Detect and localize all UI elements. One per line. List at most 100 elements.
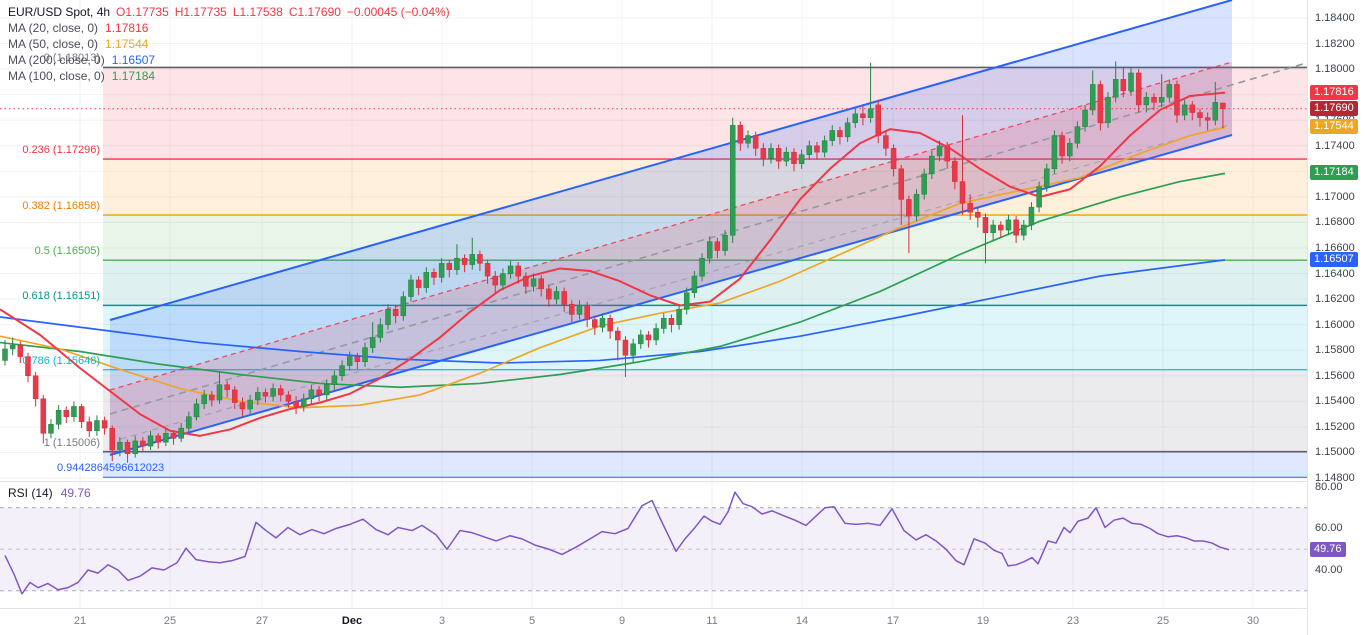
channel-median-dashed[interactable] (109, 63, 1304, 415)
candle-body (71, 406, 77, 417)
time-axis-label[interactable]: 9 (618, 615, 626, 627)
rsi-legend-row[interactable]: RSI (14) 49.76 (8, 486, 91, 500)
candle-body (446, 263, 453, 270)
candle-body (415, 279, 422, 288)
fib-level-label[interactable]: 0.786 (1.15648) (22, 354, 100, 367)
fib-level-label[interactable]: 0.382 (1.16858) (22, 200, 100, 213)
price-axis-label[interactable]: 1.15600 (1315, 369, 1355, 382)
candle-body (837, 130, 843, 138)
price-axis-label[interactable]: 1.14800 (1315, 472, 1355, 484)
channel-fill (110, 0, 1232, 455)
candle-body (883, 135, 889, 149)
rsi-line[interactable] (4, 491, 1230, 595)
time-axis-label[interactable]: Dec (341, 615, 363, 627)
time-axis-label[interactable]: 14 (795, 615, 809, 627)
price-axis-label[interactable]: 1.16400 (1315, 267, 1355, 280)
red-channel-dashed-line[interactable] (109, 61, 1233, 391)
price-axis-label[interactable]: 1.15400 (1315, 395, 1355, 408)
channel-upper-line[interactable] (109, 0, 1233, 321)
time-axis-label[interactable]: 11 (706, 615, 718, 627)
candle-body (852, 113, 859, 124)
ma50-legend-row[interactable]: MA (50, close, 0) 1.17544 (8, 36, 456, 52)
fib-level-label[interactable]: 0.618 (1.16151) (22, 290, 100, 303)
time-axis-label[interactable]: 25 (1156, 615, 1170, 627)
fib-level-label[interactable]: 1 (1.15006) (43, 436, 100, 449)
time-axis-label[interactable]: 21 (73, 615, 87, 627)
time-axis-label[interactable]: 19 (976, 615, 990, 627)
symbol-title[interactable]: EUR/USD Spot, 4h (8, 5, 111, 19)
candle-body (745, 135, 751, 144)
rsi-axis-badge: 49.76 (1310, 541, 1346, 557)
candle-body (1112, 79, 1119, 98)
candle-body (224, 384, 230, 391)
candle-body (469, 254, 476, 265)
candle-body (170, 433, 177, 439)
time-axis-label[interactable]: 5 (528, 615, 536, 627)
ma50-label: MA (50, close, 0) (8, 37, 99, 51)
price-axis-label[interactable]: 1.16600 (1315, 242, 1355, 254)
candle-body (362, 347, 368, 362)
price-axis-label[interactable]: 1.15200 (1315, 420, 1355, 433)
price-axis-label[interactable]: 1.18000 (1315, 63, 1355, 76)
candle-body (247, 399, 253, 410)
fib-level-label[interactable]: 0.9442864596612023 (57, 462, 165, 475)
candle-body (17, 344, 24, 357)
candle-body (1036, 186, 1042, 208)
candle-body (323, 384, 330, 396)
price-axis-label[interactable]: 1.16000 (1315, 318, 1355, 331)
rsi-axis-label[interactable]: 40.00 (1315, 563, 1343, 576)
candle-body (201, 394, 207, 405)
candle-body (132, 440, 138, 454)
fib-level-label[interactable]: 0 (1.18013) (43, 52, 100, 65)
candle-body (423, 272, 430, 288)
ma100-legend-row[interactable]: MA (100, close, 0) 1.17184 (8, 68, 456, 84)
price-axis-label[interactable]: 1.15800 (1315, 344, 1355, 357)
ma20-legend-row[interactable]: MA (20, close, 0) 1.17816 (8, 20, 456, 36)
fib-level-label[interactable]: 0.236 (1.17296) (22, 144, 100, 157)
pane-separator[interactable] (0, 481, 1307, 482)
time-axis-label[interactable]: 30 (1246, 615, 1260, 627)
candle-body (676, 309, 682, 325)
time-axis-label[interactable]: 23 (1066, 615, 1080, 627)
time-axis-label[interactable]: 3 (438, 615, 446, 627)
price-axis-label[interactable]: 1.16200 (1315, 293, 1355, 306)
price-axis-label[interactable]: 1.17000 (1315, 190, 1355, 203)
rsi-axis-label[interactable]: 80.00 (1315, 481, 1343, 493)
price-axis-label[interactable]: 1.15000 (1315, 446, 1355, 459)
price-axis-label[interactable]: 1.17400 (1315, 139, 1355, 152)
price-axis-border (1307, 0, 1308, 635)
red-channel-fill (110, 62, 1232, 455)
candle-body (461, 257, 468, 265)
price-axis-label[interactable]: 1.18400 (1315, 12, 1355, 24)
candle-body (952, 160, 958, 182)
candle-body (1082, 109, 1088, 127)
candle-body (500, 273, 506, 286)
price-axis-badge: 1.16507 (1310, 251, 1358, 267)
time-axis-label[interactable]: 27 (255, 615, 269, 627)
candle-body (569, 303, 575, 315)
rsi-axis-label[interactable]: 60.00 (1315, 522, 1343, 535)
candle-body (706, 241, 713, 259)
ma20-line[interactable] (0, 91, 1226, 437)
price-axis-label[interactable]: 1.18200 (1315, 37, 1355, 50)
price-axis-badge: 1.17544 (1310, 119, 1358, 135)
candle-body (806, 145, 813, 155)
candle-body (607, 318, 613, 332)
candle-body (109, 427, 115, 451)
candle-body (875, 104, 881, 136)
time-axis-label[interactable]: 25 (163, 615, 177, 627)
time-axis-label[interactable]: 17 (886, 615, 900, 627)
symbol-ohlc-row[interactable]: EUR/USD Spot, 4h O1.17735 H1.17735 L1.17538… (8, 4, 456, 20)
candle-body (155, 435, 161, 443)
ma200-legend-row[interactable]: MA (200, close, 0) 1.16507 (8, 52, 456, 68)
price-axis-label[interactable]: 1.16800 (1315, 216, 1355, 229)
ma50-value: 1.17544 (105, 37, 149, 51)
ma100-line[interactable] (0, 172, 1226, 389)
price-axis-badge: 1.17690 (1310, 100, 1358, 116)
ohlc-open: O1.17735 (116, 5, 169, 19)
ma200-line[interactable] (0, 259, 1226, 364)
fib-level-label[interactable]: 0.5 (1.16505) (34, 245, 100, 258)
candle-body (25, 356, 31, 377)
